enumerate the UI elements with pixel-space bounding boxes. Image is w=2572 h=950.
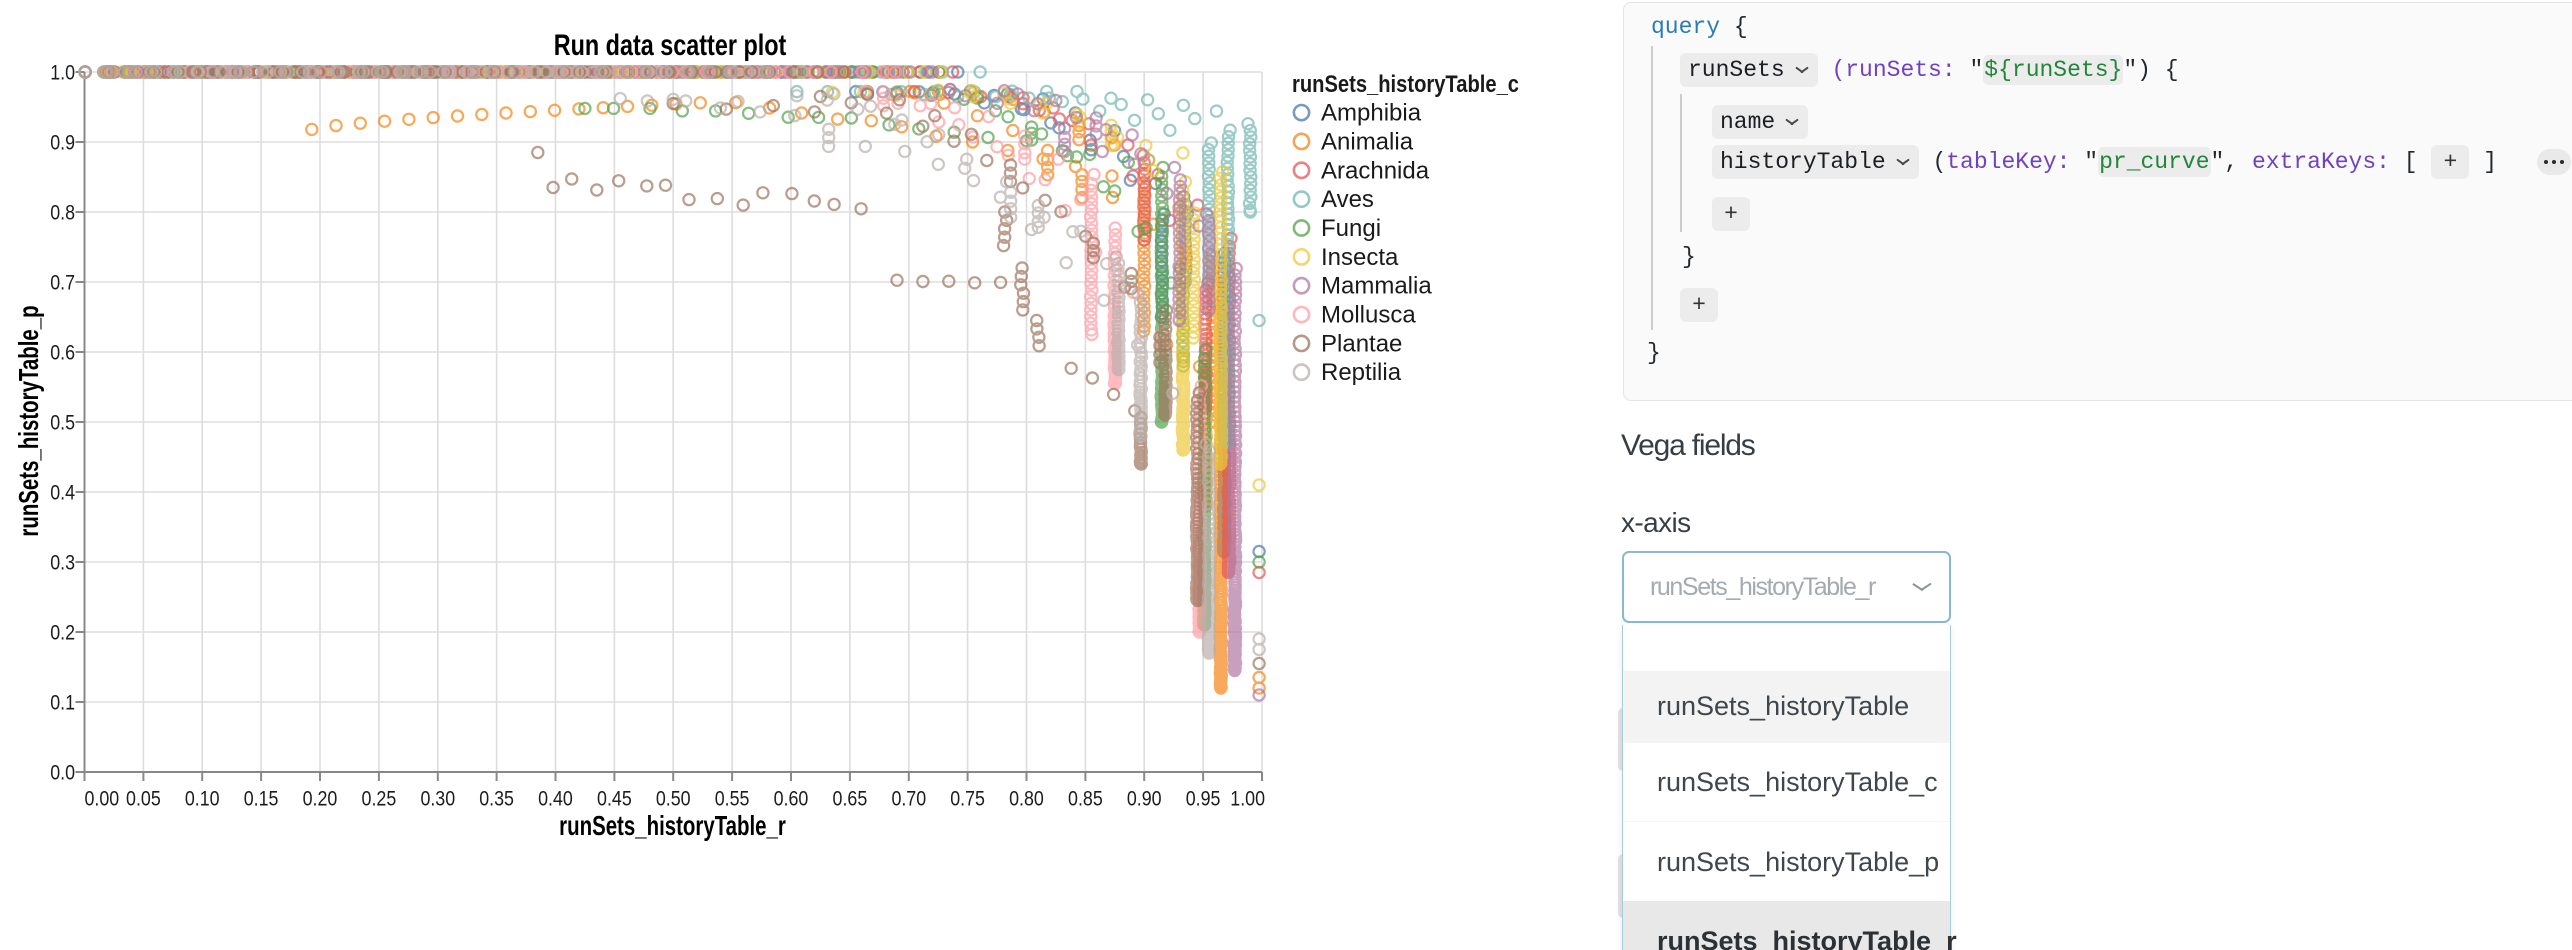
- svg-text:0.05: 0.05: [126, 787, 161, 811]
- svg-text:0.2: 0.2: [50, 621, 75, 645]
- svg-text:Reptilia: Reptilia: [1321, 359, 1402, 386]
- svg-text:Mammalia: Mammalia: [1321, 273, 1432, 300]
- svg-text:runSets_historyTable_r: runSets_historyTable_r: [559, 811, 786, 842]
- svg-text:0.85: 0.85: [1068, 787, 1103, 811]
- svg-text:0.15: 0.15: [244, 787, 279, 811]
- svg-text:1.0: 1.0: [50, 61, 75, 85]
- svg-text:0.3: 0.3: [50, 551, 75, 575]
- svg-text:0.40: 0.40: [538, 787, 573, 811]
- svg-text:0.4: 0.4: [50, 481, 75, 505]
- svg-text:0.95: 0.95: [1186, 787, 1221, 811]
- svg-text:Mollusca: Mollusca: [1321, 302, 1416, 329]
- svg-text:0.1: 0.1: [50, 691, 75, 715]
- svg-text:0.20: 0.20: [303, 787, 338, 811]
- svg-text:0.7: 0.7: [50, 271, 75, 295]
- svg-text:0.90: 0.90: [1127, 787, 1162, 811]
- svg-text:0.75: 0.75: [950, 787, 985, 811]
- svg-text:0.45: 0.45: [597, 787, 632, 811]
- svg-text:Plantae: Plantae: [1321, 330, 1402, 357]
- svg-text:0.50: 0.50: [656, 787, 691, 811]
- svg-text:0.6: 0.6: [50, 341, 75, 365]
- svg-text:runSets_historyTable_p: runSets_historyTable_p: [14, 305, 45, 536]
- svg-text:0.9: 0.9: [50, 131, 75, 155]
- svg-text:0.60: 0.60: [774, 787, 809, 811]
- svg-text:Animalia: Animalia: [1321, 128, 1414, 155]
- svg-text:Amphibia: Amphibia: [1321, 100, 1422, 127]
- svg-text:0.70: 0.70: [891, 787, 926, 811]
- svg-text:0.80: 0.80: [1009, 787, 1044, 811]
- svg-text:1.00: 1.00: [1230, 787, 1265, 811]
- svg-text:Insecta: Insecta: [1321, 244, 1399, 271]
- svg-text:runSets_historyTable_c: runSets_historyTable_c: [1292, 70, 1519, 97]
- svg-text:Run data scatter plot: Run data scatter plot: [554, 28, 787, 61]
- svg-text:0.8: 0.8: [50, 201, 75, 225]
- svg-text:0.5: 0.5: [50, 411, 75, 435]
- svg-text:0.00: 0.00: [85, 787, 120, 811]
- svg-text:0.10: 0.10: [185, 787, 220, 811]
- svg-text:0.25: 0.25: [362, 787, 397, 811]
- svg-text:Arachnida: Arachnida: [1321, 157, 1430, 184]
- svg-text:0.55: 0.55: [715, 787, 750, 811]
- svg-text:0.30: 0.30: [420, 787, 455, 811]
- svg-text:Aves: Aves: [1321, 186, 1374, 213]
- svg-text:0.0: 0.0: [50, 761, 75, 785]
- svg-text:0.65: 0.65: [833, 787, 868, 811]
- svg-text:0.35: 0.35: [479, 787, 514, 811]
- svg-text:Fungi: Fungi: [1321, 215, 1381, 242]
